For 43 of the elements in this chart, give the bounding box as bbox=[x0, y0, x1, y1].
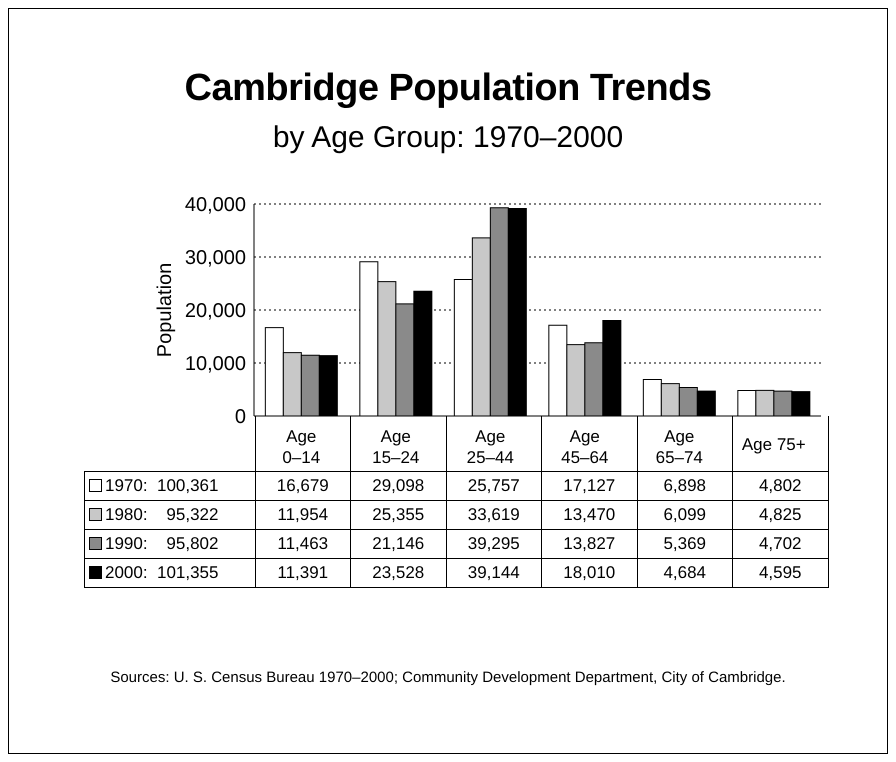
data-label: 16,679 bbox=[255, 471, 350, 500]
data-label: 4,684 bbox=[637, 558, 732, 587]
data-label: 11,391 bbox=[255, 558, 350, 587]
data-label: 21,146 bbox=[350, 529, 446, 558]
data-label: 18,010 bbox=[542, 558, 637, 587]
legend-label: 1970: 100,361 bbox=[84, 471, 255, 500]
y-tick-label: 10,000 bbox=[184, 353, 246, 376]
x-tick-label: Age 15–24 bbox=[372, 427, 420, 467]
data-label: 39,295 bbox=[446, 529, 542, 558]
x-tick-label: Age 45–64 bbox=[561, 427, 608, 467]
chart-subtitle: by Age Group: 1970–2000 bbox=[272, 121, 624, 155]
data-label: 39,144 bbox=[446, 558, 542, 587]
data-label: 29,098 bbox=[350, 471, 446, 500]
data-label: 4,802 bbox=[732, 471, 828, 500]
x-tick-label: Age 0–14 bbox=[282, 427, 320, 467]
y-tick-label: 40,000 bbox=[184, 194, 246, 216]
x-tick-label: Age 65–74 bbox=[656, 427, 703, 467]
y-axis-title: Population bbox=[154, 262, 176, 358]
data-label: 11,463 bbox=[255, 529, 350, 558]
data-label: 6,099 bbox=[637, 500, 732, 529]
data-label: 4,702 bbox=[732, 529, 828, 558]
data-label: 6,898 bbox=[637, 471, 732, 500]
legend-label: 2000: 101,355 bbox=[84, 558, 255, 587]
data-label: 13,470 bbox=[542, 500, 637, 529]
data-label: 13,827 bbox=[542, 529, 637, 558]
y-tick-label: 30,000 bbox=[184, 247, 246, 270]
source-note: Sources: U. S. Census Bureau 1970–2000; Community Development Department, City of Cambridge. bbox=[109, 669, 787, 686]
data-label: 33,619 bbox=[446, 500, 542, 529]
chart-title: Cambridge Population Trends bbox=[184, 67, 712, 110]
data-label: 11,954 bbox=[255, 500, 350, 529]
data-label: 4,825 bbox=[732, 500, 828, 529]
y-tick-label: 20,000 bbox=[184, 300, 246, 322]
legend-label: 1980: 95,322 bbox=[84, 500, 255, 529]
data-label: 4,595 bbox=[732, 558, 828, 587]
data-label: 25,757 bbox=[446, 471, 542, 500]
data-label: 17,127 bbox=[542, 471, 637, 500]
data-label: 5,369 bbox=[637, 529, 732, 558]
x-tick-label: Age 25–44 bbox=[466, 427, 514, 467]
data-label: 23,528 bbox=[350, 558, 446, 587]
legend-label: 1990: 95,802 bbox=[84, 529, 255, 558]
data-label: 25,355 bbox=[350, 500, 446, 529]
y-tick-label: 0 bbox=[234, 406, 246, 428]
x-tick-label: Age 75+ bbox=[742, 435, 806, 454]
